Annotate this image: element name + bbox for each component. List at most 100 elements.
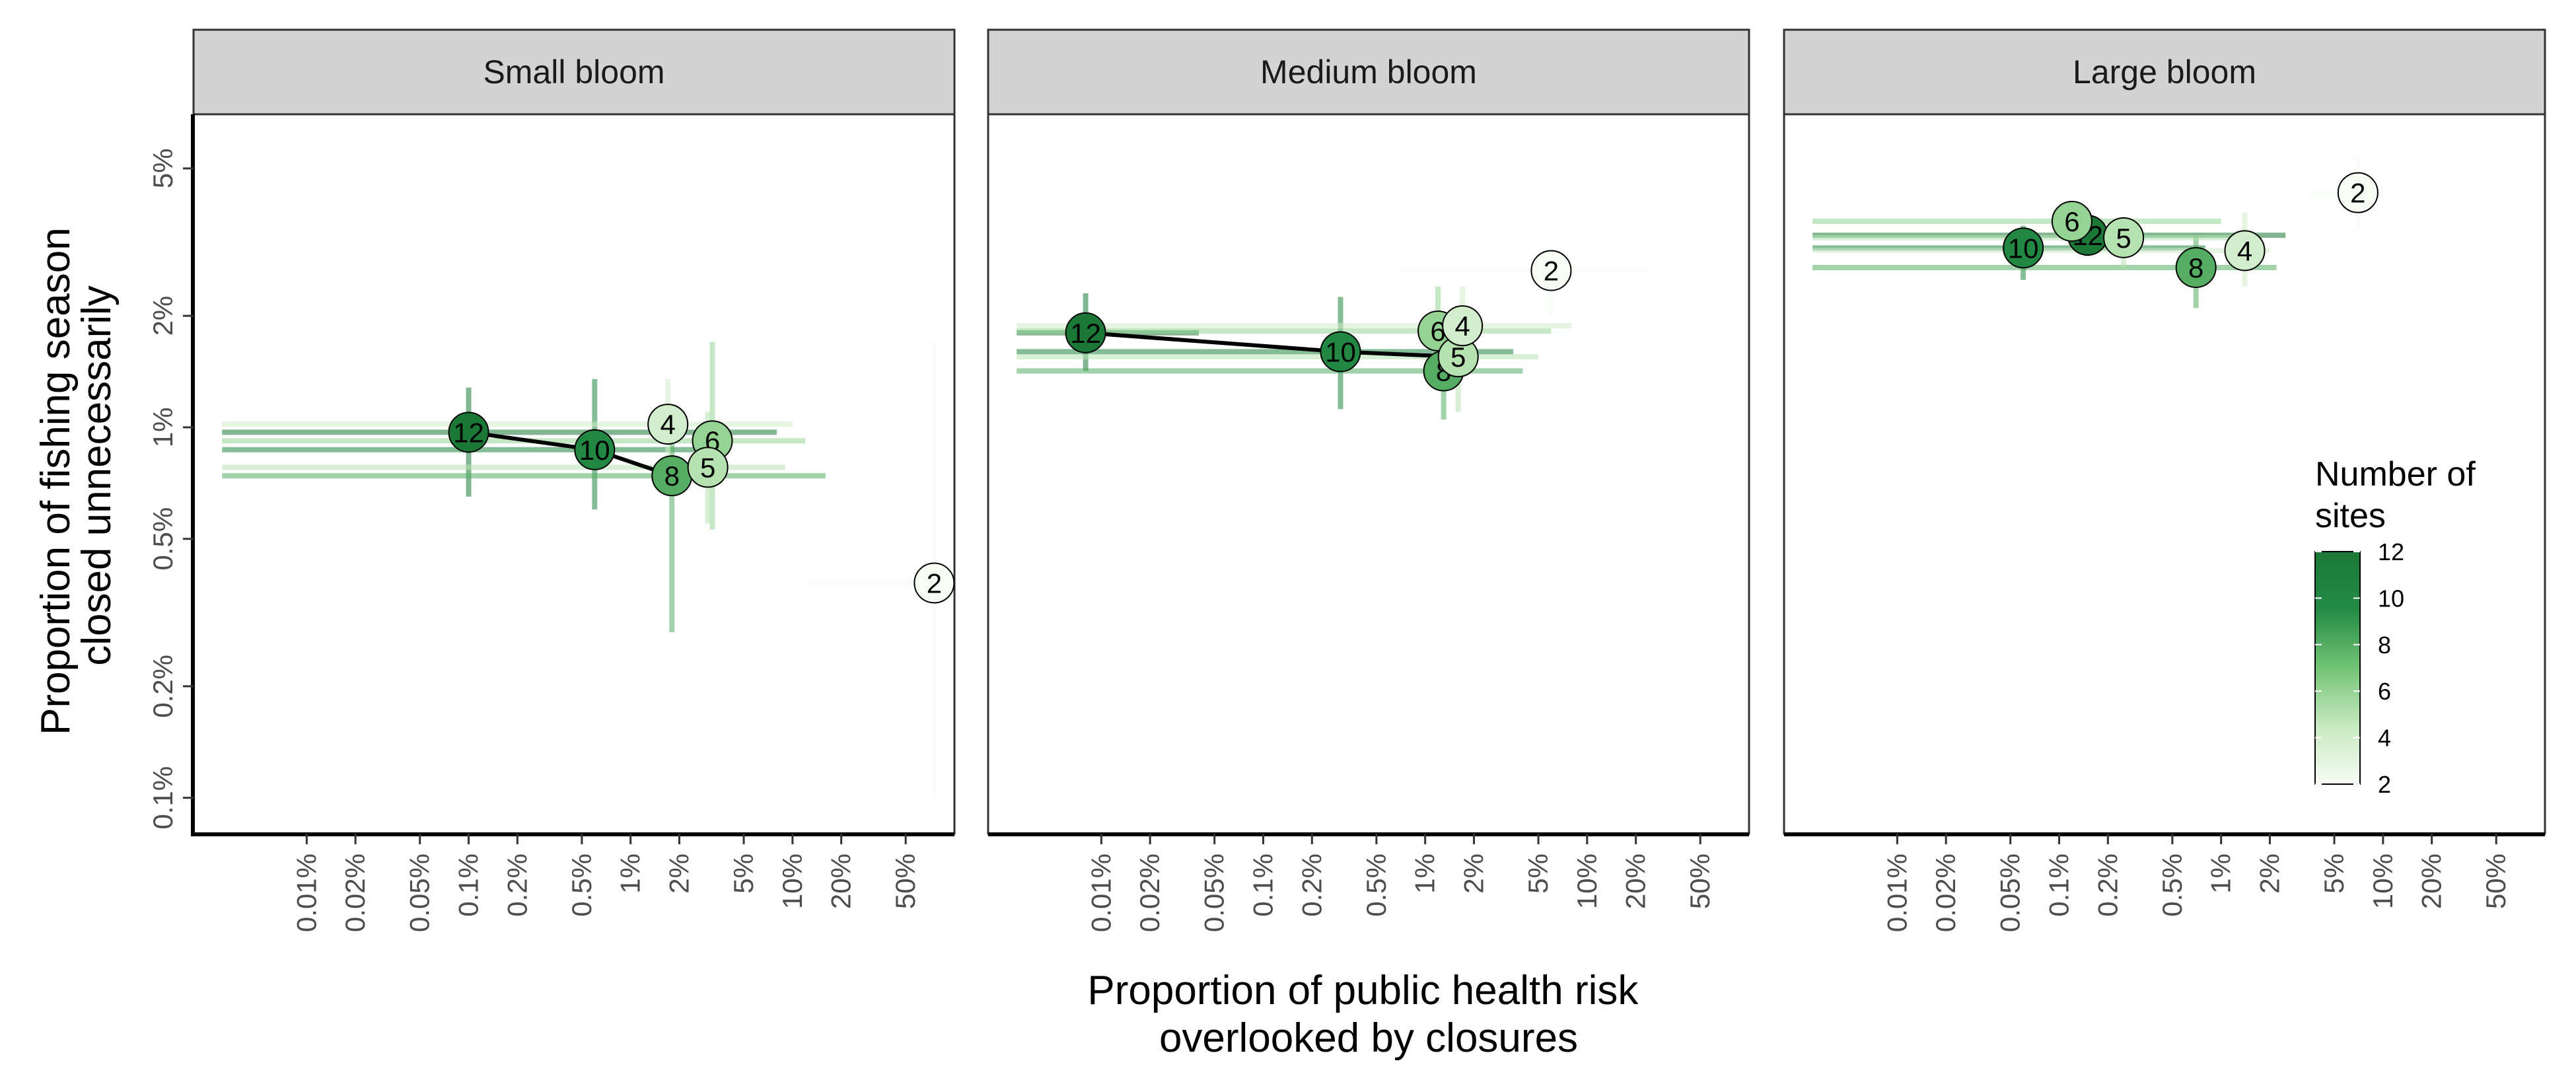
x-tick-label: 1% (1410, 854, 1441, 894)
point-label: 4 (660, 409, 675, 440)
y-tick-label: 0.5% (147, 507, 178, 571)
x-tick-label: 0.05% (1995, 854, 2026, 932)
data-point (574, 429, 616, 470)
x-tick-label: 2% (1458, 854, 1489, 894)
y-axis-title: Proportion of fishing season closed unne… (33, 216, 120, 735)
panel-border (987, 113, 1750, 835)
x-tick-label: 0.5% (566, 854, 597, 917)
data-point (687, 447, 729, 488)
x-tick-label: 50% (890, 854, 921, 909)
point-label: 8 (2188, 252, 2203, 283)
legend-colorbar (2314, 551, 2361, 785)
x-tick-label: 20% (2416, 854, 2447, 909)
point-label: 6 (1430, 316, 1445, 347)
y-tick-label: 0.1% (147, 766, 178, 830)
legend-tick-label: 12 (2378, 538, 2404, 565)
facet-title: Medium bloom (1260, 54, 1477, 91)
point-label: 8 (664, 460, 680, 491)
x-tick-label: 0.1% (453, 854, 484, 917)
x-tick-label: 0.2% (2092, 854, 2123, 917)
y-tick-label: 5% (147, 149, 178, 189)
point-label: 10 (1325, 336, 1356, 367)
x-tick-label: 0.02% (1930, 854, 1961, 932)
x-tick-label: 0.1% (2044, 854, 2075, 917)
facet-title: Large bloom (2073, 54, 2256, 91)
x-tick-label: 0.2% (501, 854, 532, 917)
x-tick-label: 0.01% (1881, 854, 1912, 932)
point-label: 12 (1070, 318, 1101, 349)
legend-tick-label: 2 (2378, 771, 2391, 798)
x-tick-label: 20% (826, 854, 857, 909)
point-label: 12 (453, 417, 484, 448)
data-point (2051, 200, 2093, 242)
point-label: 5 (1450, 342, 1466, 373)
x-tick-label: 1% (2205, 854, 2236, 894)
point-label: 10 (579, 435, 610, 466)
y-tick-label: 1% (147, 408, 178, 448)
point-label: 4 (2237, 235, 2252, 266)
x-tick-label: 2% (663, 854, 694, 894)
y-tick-label: 2% (147, 296, 178, 336)
legend-ticks: 2 4 6 8 10 12 (2315, 538, 2404, 798)
legend-tick-label: 4 (2378, 725, 2391, 752)
x-tick-label: 10% (2367, 854, 2398, 909)
legend: Number of sites 2 4 6 8 10 12 (2314, 455, 2485, 798)
legend-tick-label: 6 (2378, 678, 2391, 705)
point-label: 6 (2064, 206, 2079, 237)
x-tick-label: 20% (1620, 854, 1651, 909)
facet-strip (1783, 28, 2546, 116)
data-point (448, 412, 489, 453)
point-label: 5 (2116, 223, 2131, 254)
point-label: 5 (700, 452, 715, 483)
point-label: 10 (2008, 233, 2039, 264)
point-label: 4 (1454, 310, 1470, 342)
data-point (2224, 230, 2266, 272)
data-point (2175, 247, 2217, 289)
x-tick-label: 5% (728, 854, 759, 894)
y-tick-label: 0.2% (147, 655, 178, 718)
x-tick-label: 10% (777, 854, 808, 909)
x-tick-label: 0.01% (291, 854, 322, 932)
x-tick-label: 2% (2254, 854, 2285, 894)
x-tick-label: 0.01% (1085, 854, 1116, 932)
x-tick-label: 0.5% (1361, 854, 1392, 917)
point-label: 2 (927, 568, 942, 599)
x-tick-label: 0.1% (1248, 854, 1279, 917)
facet-strip (192, 28, 956, 116)
data-point (1530, 250, 1572, 291)
x-axis-title: Proportion of public health risk overloo… (1087, 968, 1649, 1061)
x-tick-label: 0.02% (1134, 854, 1165, 932)
data-point (647, 404, 689, 445)
x-tick-label: 0.05% (1199, 854, 1230, 932)
facet-strip (987, 28, 1750, 116)
data-point (2003, 227, 2044, 269)
x-tick-label: 10% (1571, 854, 1602, 909)
data-point (1065, 312, 1106, 353)
x-tick-label: 0.5% (2157, 854, 2188, 917)
x-tick-label: 5% (1522, 854, 1554, 894)
data-point (2103, 217, 2145, 258)
facet-title: Small bloom (483, 54, 664, 91)
x-tick-label: 1% (615, 854, 646, 894)
legend-title: Number of sites (2315, 455, 2485, 535)
x-tick-label: 0.02% (340, 854, 371, 932)
data-point (2337, 172, 2379, 213)
data-point (1320, 331, 1361, 373)
point-label: 2 (2350, 178, 2365, 209)
point-label: 2 (1544, 256, 1559, 287)
x-tick-label: 5% (2318, 854, 2349, 894)
legend-tick-label: 10 (2378, 585, 2404, 612)
panel: Large bloom 12 10 8 6 5 4 2 0.01% 0.02% 0.05% 0.1% 0… (1783, 28, 2546, 932)
data-point (1442, 305, 1484, 347)
data-point (913, 562, 954, 604)
x-tick-label: 0.2% (1296, 854, 1327, 917)
x-tick-label: 0.05% (404, 854, 435, 932)
legend-tick-label: 8 (2378, 632, 2391, 659)
